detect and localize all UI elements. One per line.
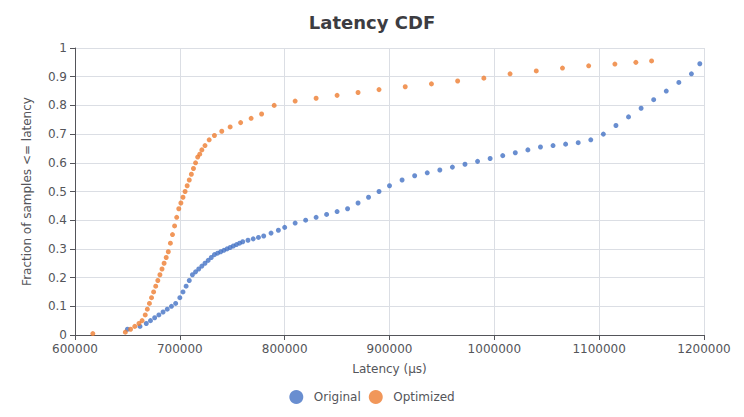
svg-text:0.7: 0.7	[48, 127, 67, 141]
svg-text:0: 0	[59, 328, 67, 342]
svg-text:Optimized: Optimized	[393, 390, 454, 404]
svg-text:Latency (µs): Latency (µs)	[352, 362, 427, 376]
svg-text:1200000: 1200000	[677, 342, 730, 356]
svg-text:1000000: 1000000	[468, 342, 521, 356]
svg-text:800000: 800000	[262, 342, 308, 356]
svg-text:0.4: 0.4	[48, 213, 67, 227]
svg-text:0.2: 0.2	[48, 271, 67, 285]
svg-text:Original: Original	[314, 390, 361, 404]
svg-text:0.8: 0.8	[48, 98, 67, 112]
svg-text:0.9: 0.9	[48, 70, 67, 84]
svg-text:600000: 600000	[52, 342, 98, 356]
svg-text:1: 1	[59, 41, 67, 55]
svg-text:900000: 900000	[367, 342, 413, 356]
svg-text:0.3: 0.3	[48, 242, 67, 256]
svg-text:0.5: 0.5	[48, 185, 67, 199]
svg-text:1100000: 1100000	[572, 342, 625, 356]
svg-text:Latency CDF: Latency CDF	[309, 12, 435, 33]
svg-text:700000: 700000	[157, 342, 203, 356]
svg-text:0.1: 0.1	[48, 299, 67, 313]
svg-text:Fraction of samples <= latency: Fraction of samples <= latency	[20, 97, 34, 286]
svg-text:0.6: 0.6	[48, 156, 67, 170]
